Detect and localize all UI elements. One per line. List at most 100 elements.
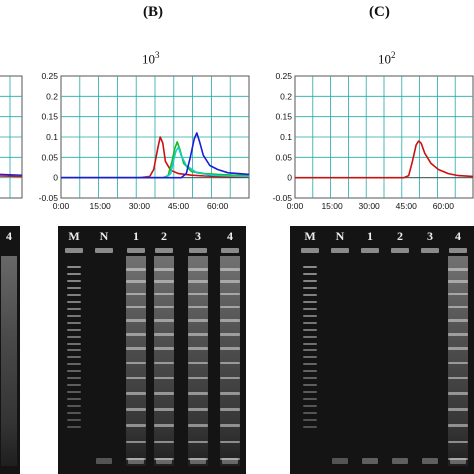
panel-b-gel-marker-band <box>67 384 81 387</box>
panel-b-chart-series-line-0 <box>61 136 249 179</box>
panel-c-gel-band <box>448 319 468 322</box>
panel-b-gel-band <box>188 319 208 322</box>
panel-b-gel-lane-smear <box>220 256 240 466</box>
panel-b-gel-well-band <box>65 248 83 253</box>
panel-c-gel-marker-band <box>303 286 317 289</box>
panel-b-gel-well-band <box>95 248 113 253</box>
panel-b-gel-band <box>188 292 208 296</box>
panel-c-gel-marker-band <box>303 342 317 345</box>
panel-c-gel-well-band <box>331 248 349 253</box>
panel-c-gel-band <box>448 376 468 380</box>
panel-c-gel-primer-band <box>362 458 378 464</box>
panel-b-gel-band <box>220 333 240 336</box>
panel-c-chart-y-tick-label: 0.15 <box>275 112 292 122</box>
panel-b-gel-band <box>126 268 146 271</box>
panel-b-gel-band <box>126 457 146 461</box>
panel-b-gel-band <box>220 424 240 427</box>
panel-c-chart-x-tick-label: 0:00 <box>287 201 304 211</box>
panel-b-chart-series-line-2 <box>61 146 250 179</box>
panel-c-chart-y-tick-label: -0.05 <box>273 193 293 203</box>
panel-b-gel-marker-band <box>67 349 81 352</box>
panel-c-gel-marker-band <box>303 266 317 268</box>
panel-b-gel-primer-band <box>190 458 206 464</box>
panel-b-chart-y-tick-label: 0 <box>53 173 58 183</box>
panel-c-gel-marker-band <box>303 293 317 296</box>
panel-b-chart-y-tick-label: 0.15 <box>41 112 58 122</box>
panel-b-chart-y-tick-label: 0.25 <box>41 71 58 81</box>
panel-b-gel-band <box>220 280 240 283</box>
panel-b-gel-marker-band <box>67 328 81 331</box>
panel-b-gel-lane-smear <box>154 256 174 466</box>
panel-b-gel-well-band <box>189 248 207 253</box>
panel-b-gel-primer-band <box>222 458 238 464</box>
panel-c-gel-marker-band <box>303 419 317 422</box>
panel-c-chart-x-tick-label: 45:00 <box>396 201 418 211</box>
panel-c-gel-marker-band <box>303 321 317 324</box>
panel-b-chart-y-tick-label: 0.2 <box>46 91 58 101</box>
panel-b-gel-band <box>220 376 240 380</box>
panel-b-gel-primer-band <box>96 458 112 464</box>
panel-c-chart-y-tick-label: 0.1 <box>280 132 292 142</box>
panel-b-gel-band <box>126 392 146 395</box>
panel-b-chart-y-tick-label: 0.1 <box>46 132 58 142</box>
panel-b-gel-band <box>220 361 240 365</box>
panel-b-chart-x-tick-label: 45:00 <box>168 201 190 211</box>
panel-b-chart-series-line-3 <box>61 132 250 179</box>
panel-a-gel-lane-smear <box>1 256 17 466</box>
panel-b-gel-band <box>220 292 240 296</box>
panel-b-gel-marker-band <box>67 426 81 428</box>
panel-c-gel-band <box>448 457 468 461</box>
panel-c-chart-series-line-0 <box>295 140 474 179</box>
panel-b-gel-band <box>220 408 240 411</box>
panel-c-gel-marker-band <box>303 405 317 408</box>
panel-b-gel-band <box>154 268 174 271</box>
panel-b-gel-marker-band <box>67 342 81 345</box>
panel-c-gel-marker-band <box>303 356 317 359</box>
panel-b-gel-marker-band <box>67 293 81 296</box>
panel-c-chart-x-tick-label: 15:00 <box>321 201 343 211</box>
panel-b-gel-band <box>154 392 174 395</box>
panel-b-gel-band <box>126 361 146 365</box>
panel-b-gel-marker-band <box>67 279 81 282</box>
panel-b-gel-marker-band <box>67 272 81 275</box>
panel-b-concentration: 103 <box>142 50 160 67</box>
panel-b-gel-image: M N 1 2 3 4 <box>58 226 246 474</box>
panel-c-gel-band <box>448 333 468 336</box>
panel-b-gel-band <box>126 376 146 380</box>
panel-b-gel-band <box>154 457 174 461</box>
panel-b-gel-band <box>154 347 174 350</box>
panel-c-chart-x-tick-label: 30:00 <box>359 201 381 211</box>
panel-b-gel-band <box>220 268 240 271</box>
panel-c-gel-marker-band <box>303 370 317 373</box>
panel-b-chart-y-tick-label: 0.05 <box>41 152 58 162</box>
panel-c-gel-well-band <box>391 248 409 253</box>
panel-c-gel-well-band <box>301 248 319 253</box>
panel-b-gel-band <box>154 280 174 283</box>
panel-c-gel-image: M N 1 2 3 4 <box>290 226 474 474</box>
panel-b-gel-lane-label: M <box>68 229 80 243</box>
panel-c-gel-lane-label: 4 <box>455 229 461 243</box>
panel-b-gel-marker-band <box>67 377 81 380</box>
panel-a-gel-lane-label: 4 <box>6 229 12 243</box>
panel-b-amplification-chart: 0.25 0.2 0.15 0.1 0.05 0 -0.050:00 15:00 30:00 45… <box>39 71 250 211</box>
panel-c-gel-marker-band <box>303 335 317 338</box>
panel-b-gel-band <box>220 347 240 350</box>
panel-a-chart-series-line-0 <box>0 173 23 176</box>
panel-c-label: (C) <box>369 4 390 20</box>
panel-b-gel-lane-label: 3 <box>195 229 201 243</box>
panel-c-chart-y-tick-label: 0 <box>287 173 292 183</box>
panel-c-gel-band <box>448 424 468 427</box>
panel-c-chart-y-tick-label: 0.2 <box>280 91 292 101</box>
panel-b-gel-band <box>126 292 146 296</box>
panel-c-gel-band <box>448 305 468 309</box>
panel-c-gel-marker-band <box>303 426 317 428</box>
panel-b-gel-marker-band <box>67 370 81 373</box>
panel-c-gel-lane-label: 3 <box>427 229 433 243</box>
panel-b-label: (B) <box>143 4 163 20</box>
panel-b-gel-band <box>154 424 174 427</box>
panel-b-gel-band <box>188 347 208 350</box>
panel-b-gel-primer-band <box>128 458 144 464</box>
panel-c-gel-primer-band <box>422 458 438 464</box>
panel-c-chart-y-tick-label: 0.25 <box>275 71 292 81</box>
panel-c-gel-lane-label: 1 <box>367 229 373 243</box>
